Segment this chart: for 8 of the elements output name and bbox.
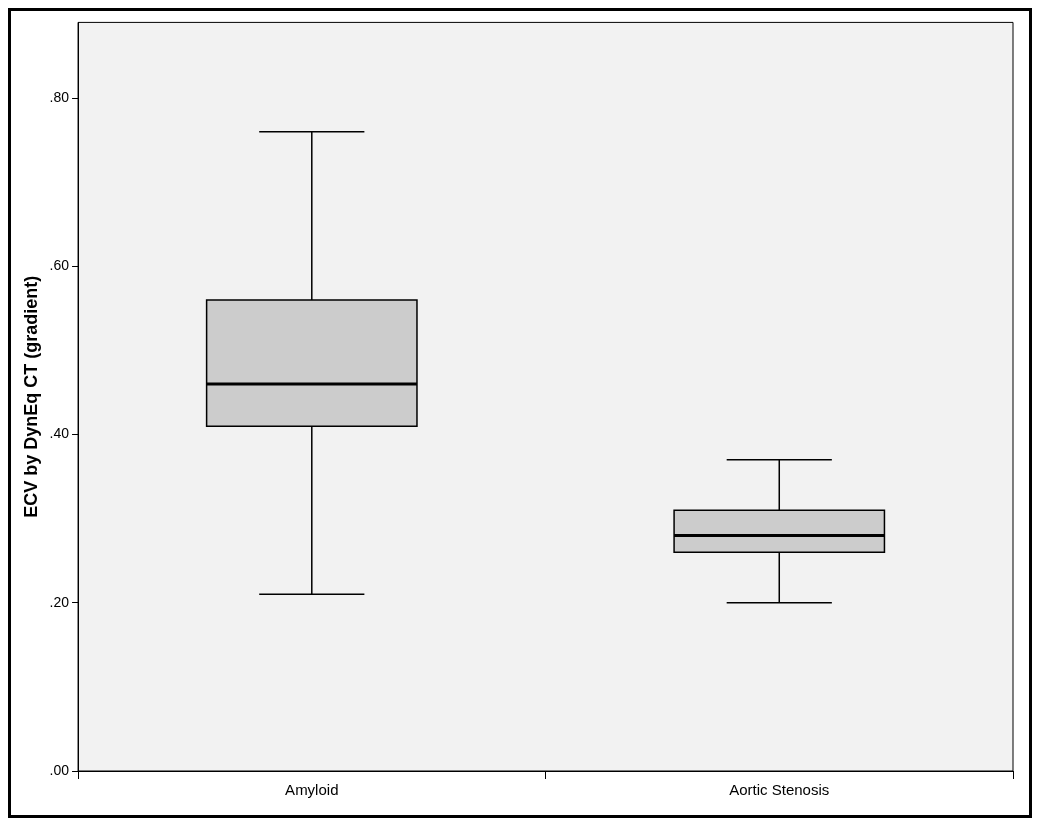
y-tick-label: .80	[49, 88, 70, 105]
x-tick-label: Aortic Stenosis	[729, 781, 830, 799]
y-tick-label: .00	[49, 761, 70, 778]
y-tick-label: .20	[49, 593, 70, 610]
y-axis-title: ECV by DynEq CT (gradient)	[20, 275, 41, 518]
y-tick-label: .40	[49, 425, 70, 442]
x-tick-label: Amyloid	[285, 781, 339, 799]
y-tick-label: .60	[49, 257, 70, 274]
